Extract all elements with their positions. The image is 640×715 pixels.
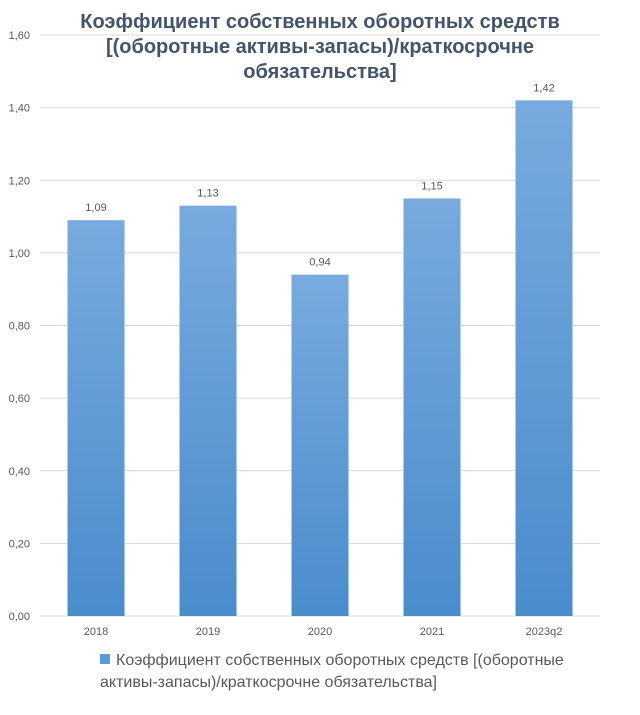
bar-2020 (291, 274, 349, 616)
x-tick-label-2020: 2020 (308, 626, 332, 638)
y-tick-label: 1,00 (9, 248, 30, 260)
legend: Коэффициент собственных оборотных средст… (100, 650, 620, 694)
x-tick-label-2021: 2021 (420, 626, 444, 638)
bars (67, 100, 573, 617)
bar-2019 (179, 205, 237, 616)
legend-entry-label: Коэффициент собственных оборотных средст… (100, 652, 564, 691)
bar-2023q2 (515, 100, 573, 617)
x-axis-tick-labels: 2018 2019 2020 2021 2023q2 (84, 626, 563, 638)
x-tick-label-2023q2: 2023q2 (526, 626, 563, 638)
data-label-2023q2: 1,42 (533, 82, 554, 94)
data-label-2019: 1,13 (197, 188, 218, 200)
y-axis-tick-labels: 0,00 0,20 0,40 0,60 0,80 1,00 1,20 1,40 1,60 (9, 30, 30, 623)
data-label-2020: 0,94 (309, 257, 330, 269)
y-tick-label: 0,20 (9, 538, 30, 550)
y-tick-label: 0,40 (9, 466, 30, 478)
y-tick-label: 1,60 (9, 30, 30, 42)
bar-2021 (403, 198, 461, 616)
y-tick-label: 0,80 (9, 321, 30, 333)
y-tick-label: 1,40 (9, 103, 30, 115)
y-tick-label: 0,00 (9, 611, 30, 623)
legend-swatch (100, 654, 110, 664)
data-labels: 1,09 1,13 0,94 1,15 1,42 (85, 82, 554, 268)
x-tick-label-2019: 2019 (196, 626, 220, 638)
chart-title: Коэффициент собственных оборотных средст… (80, 11, 560, 83)
bar-2018 (67, 220, 125, 616)
data-label-2018: 1,09 (85, 202, 106, 214)
data-label-2021: 1,15 (421, 180, 442, 192)
y-tick-label: 1,20 (9, 175, 30, 187)
x-tick-label-2018: 2018 (84, 626, 108, 638)
y-tick-label: 0,60 (9, 393, 30, 405)
